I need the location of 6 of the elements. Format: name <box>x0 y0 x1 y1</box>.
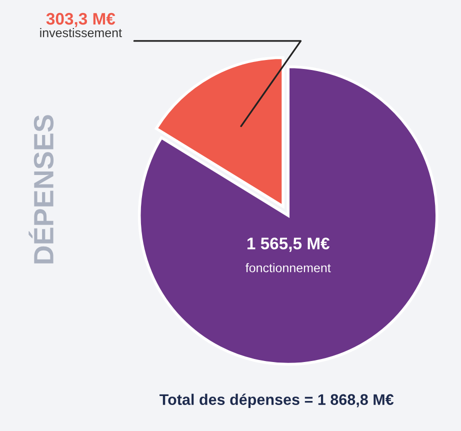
slice-label: investissement <box>40 28 122 38</box>
slice-label: fonctionnement <box>246 263 331 272</box>
text: DÉPENSES <box>28 115 54 264</box>
data-label: 1 565,5 M€ <box>247 238 330 252</box>
text: Total des dépenses = 1 868,8 M€ <box>160 394 394 408</box>
data-label: 303,3 M€ <box>46 12 116 28</box>
